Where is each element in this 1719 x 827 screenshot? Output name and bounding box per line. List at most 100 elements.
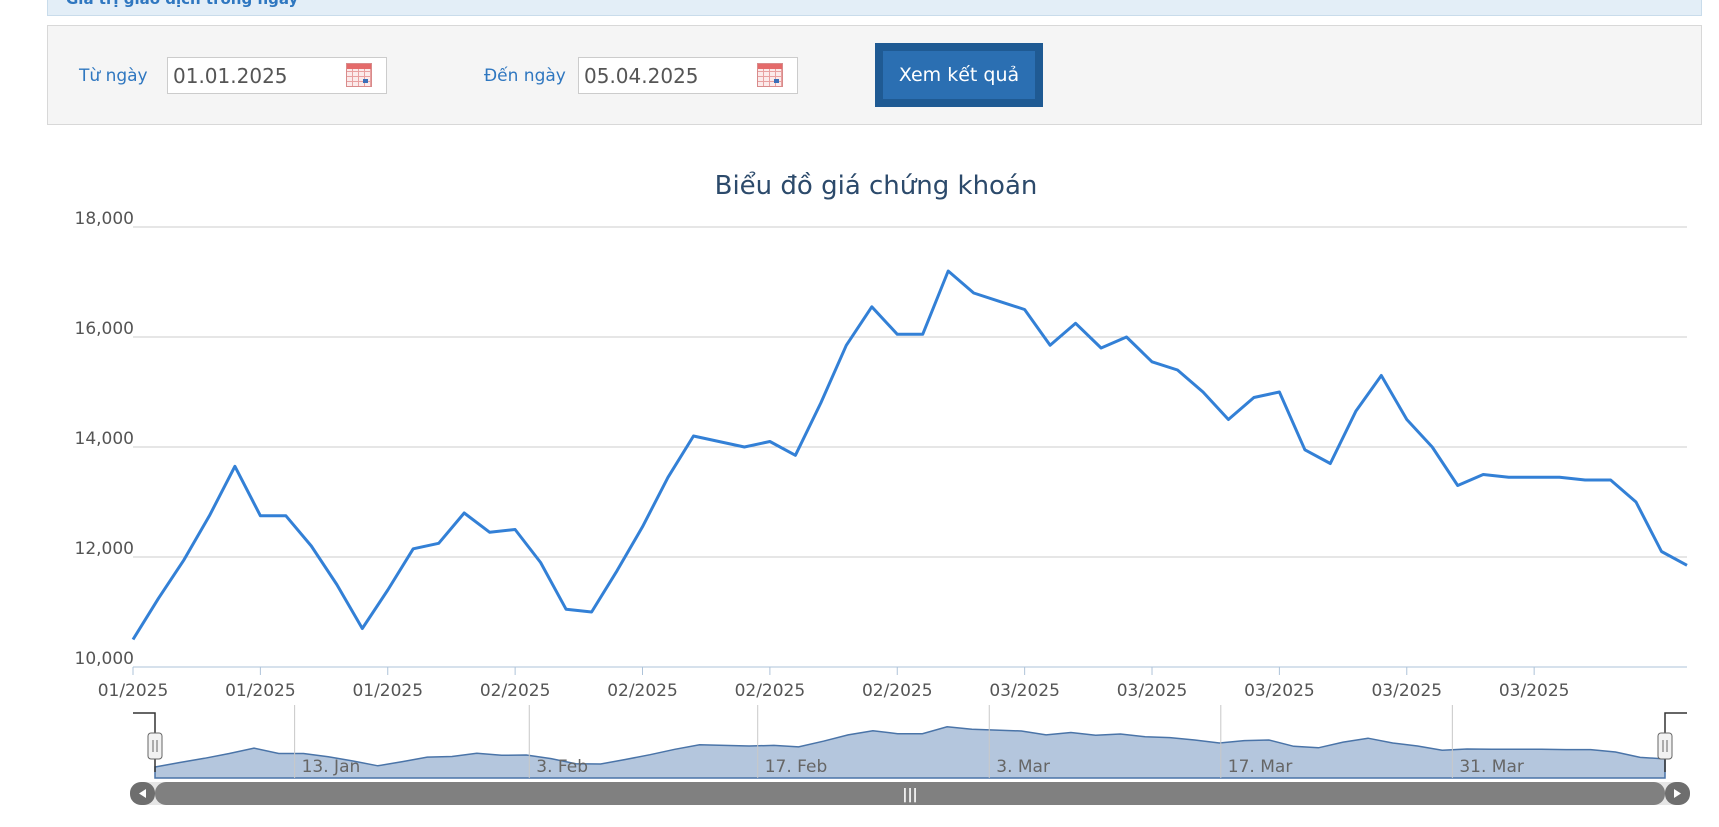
data-point: [870, 305, 874, 309]
data-point: [462, 511, 466, 515]
data-point: [946, 269, 950, 273]
arrow-left-icon: [139, 789, 146, 798]
view-results-button[interactable]: Xem kết quả: [875, 43, 1043, 107]
data-point: [1277, 390, 1281, 394]
stock-price-chart: Biểu đồ giá chứng khoán 10,000 12,000 14,0…: [75, 170, 1690, 805]
x-tick-label: 01/2025: [352, 681, 423, 701]
data-point: [437, 541, 441, 545]
data-point: [1634, 500, 1638, 504]
section-header: Giá trị giao dịch trong ngày: [47, 0, 1702, 16]
scrollbar[interactable]: |||: [130, 782, 1690, 805]
data-point: [768, 440, 772, 444]
data-point: [691, 434, 695, 438]
navigator-label: 3. Feb: [536, 757, 588, 777]
data-point: [1354, 409, 1358, 413]
x-tick-label: 03/2025: [1499, 681, 1570, 701]
data-point: [309, 544, 313, 548]
data-point: [742, 445, 746, 449]
scrollbar-thumb[interactable]: [155, 782, 1665, 805]
data-point: [411, 547, 415, 551]
data-point: [258, 514, 262, 518]
data-point: [1507, 475, 1511, 479]
data-point: [1583, 478, 1587, 482]
data-point: [641, 525, 645, 529]
to-date-input[interactable]: [584, 63, 744, 88]
navigator-label: 3. Mar: [996, 757, 1050, 777]
data-point: [131, 638, 135, 642]
data-point: [233, 464, 237, 468]
y-tick-label: 10,000: [75, 649, 134, 669]
data-point: [1252, 396, 1256, 400]
data-point: [1660, 550, 1664, 554]
data-point: [1532, 475, 1536, 479]
from-date-input[interactable]: [173, 63, 333, 88]
data-point: [284, 514, 288, 518]
data-point: [793, 453, 797, 457]
y-tick-label: 12,000: [75, 539, 134, 559]
y-tick-label: 16,000: [75, 319, 134, 339]
data-point: [844, 343, 848, 347]
x-tick-label: 01/2025: [98, 681, 169, 701]
grid-lines: [133, 226, 1687, 558]
data-point: [1379, 374, 1383, 378]
calendar-icon[interactable]: [346, 63, 372, 87]
data-point: [921, 332, 925, 336]
data-point: [1405, 418, 1409, 422]
data-point: [488, 530, 492, 534]
y-axis: 10,000 12,000 14,000 16,000 18,000: [75, 209, 134, 669]
to-date-label: Đến ngày: [484, 66, 566, 86]
plot-area: [131, 269, 1689, 642]
data-point: [513, 528, 517, 532]
scrollbar-grip-icon: |||: [902, 787, 917, 803]
data-point: [182, 558, 186, 562]
navigator[interactable]: 13. Jan 3. Feb 17. Feb 3. Mar 17. Mar 31. Mar: [133, 705, 1687, 779]
data-point: [386, 588, 390, 592]
data-point: [590, 610, 594, 614]
data-point: [1048, 343, 1052, 347]
section-header-title: Giá trị giao dịch trong ngày: [66, 0, 298, 8]
data-point: [156, 596, 160, 600]
navigator-left-handle[interactable]: [147, 732, 163, 760]
data-point: [539, 561, 543, 565]
navigator-label: 17. Feb: [765, 757, 828, 777]
data-point: [1175, 368, 1179, 372]
data-point: [1099, 346, 1103, 350]
data-point: [972, 291, 976, 295]
data-point: [335, 583, 339, 587]
navigator-series: [154, 726, 1666, 779]
data-point: [1150, 360, 1154, 364]
navigator-right-handle[interactable]: [1657, 732, 1673, 760]
data-point: [564, 607, 568, 611]
x-tick-label: 03/2025: [1371, 681, 1442, 701]
x-tick-label: 03/2025: [1117, 681, 1188, 701]
navigator-label: 13. Jan: [302, 757, 361, 777]
data-point: [1456, 484, 1460, 488]
x-tick-label: 03/2025: [1244, 681, 1315, 701]
x-axis: 01/2025 01/2025 01/2025 02/2025 02/2025 02/20…: [98, 666, 1687, 701]
calendar-icon[interactable]: [757, 63, 783, 87]
data-point: [666, 475, 670, 479]
x-tick-label: 02/2025: [862, 681, 933, 701]
data-point: [1430, 445, 1434, 449]
data-point: [819, 401, 823, 405]
data-point: [615, 569, 619, 573]
data-point: [1125, 335, 1129, 339]
arrow-right-icon: [1674, 789, 1681, 798]
data-point: [895, 332, 899, 336]
data-point: [1609, 478, 1613, 482]
data-point: [1303, 448, 1307, 452]
data-point: [1328, 462, 1332, 466]
to-date-field: [578, 57, 798, 94]
x-tick-label: 02/2025: [480, 681, 551, 701]
view-results-label: Xem kết quả: [883, 51, 1035, 99]
data-point: [717, 440, 721, 444]
data-point: [1685, 563, 1689, 567]
data-point: [997, 299, 1001, 303]
data-point: [1074, 321, 1078, 325]
navigator-label: 17. Mar: [1228, 757, 1293, 777]
x-tick-label: 02/2025: [735, 681, 806, 701]
data-point: [1481, 473, 1485, 477]
from-date-field: [167, 57, 387, 94]
from-date-label: Từ ngày: [79, 66, 148, 86]
date-filter-bar: Từ ngày Đến ngày Xem kết quả: [47, 25, 1702, 125]
